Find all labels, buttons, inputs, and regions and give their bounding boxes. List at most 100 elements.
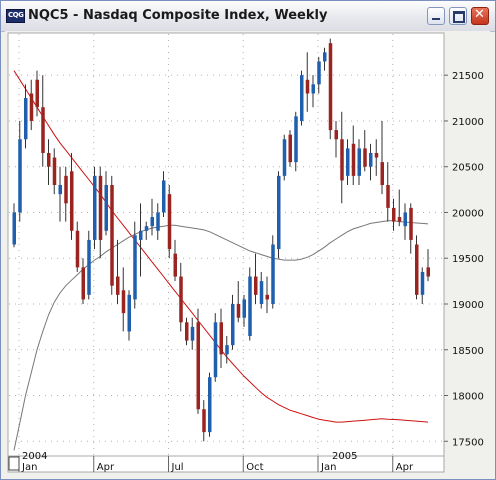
y-axis: 21500 21000 20500 20000 19500 19000 18500 18000… (444, 71, 484, 448)
candle-body (24, 98, 28, 140)
candle-body (386, 185, 390, 208)
candle-body (208, 377, 212, 433)
x-axis: Jan Apr Jul Oct Jan Apr 2004 2005 (18, 451, 414, 473)
x-tick-label: Oct (246, 462, 263, 473)
candle-body (415, 244, 419, 295)
y-tick-label: 17500 (452, 437, 484, 448)
candle-body (346, 148, 350, 176)
y-tick-label: 19500 (452, 254, 484, 265)
candle-body (271, 244, 275, 304)
candle-body (133, 235, 137, 300)
candle-body (225, 345, 229, 355)
x-tick-label: Jan (21, 462, 37, 473)
candle-body (374, 152, 379, 158)
candle-body (47, 152, 51, 167)
candle-body (317, 61, 321, 85)
x-axis-band (7, 455, 445, 473)
candle-body (311, 84, 315, 94)
candle-body (173, 253, 177, 277)
y-tick-label: 21000 (452, 117, 484, 128)
y-tick-label: 18500 (452, 346, 484, 357)
candle-body (334, 130, 338, 140)
candle-body (70, 171, 74, 231)
candle-body (409, 207, 413, 240)
scroll-handle[interactable] (8, 456, 20, 471)
minimize-icon (432, 18, 440, 20)
candle-body (328, 43, 333, 131)
candle-body (29, 93, 34, 121)
maximize-icon (453, 11, 465, 23)
candle-body (41, 107, 45, 153)
close-icon: ✕ (474, 7, 485, 22)
candle-body (127, 294, 131, 332)
candle-body (12, 212, 16, 245)
candle-body (254, 276, 258, 295)
chart-app-icon[interactable]: CQG (6, 9, 25, 23)
candle-body (202, 409, 206, 433)
candle-body (265, 294, 269, 300)
candle-body (35, 79, 39, 108)
candle-body (369, 152, 373, 167)
minimize-button[interactable] (427, 7, 445, 25)
candle-body (179, 276, 183, 323)
candle-body (351, 143, 356, 176)
candle-body (81, 267, 85, 300)
candle-body (64, 175, 68, 204)
candle-body (144, 226, 149, 231)
candle-body (340, 139, 344, 181)
candle-body (150, 217, 154, 227)
candle-body (426, 267, 430, 277)
x-tick-label: Apr (97, 462, 115, 473)
candles (12, 38, 430, 442)
y-tick-label: 20000 (452, 208, 484, 219)
plot-area (7, 32, 445, 457)
title-bar[interactable]: CQG NQC5 - Nasdaq Composite Index, Weekl… (1, 1, 495, 32)
candle-body (167, 194, 172, 250)
candle-body (323, 52, 327, 62)
candle-body (121, 290, 126, 314)
candle-body (190, 326, 195, 341)
candle-body (397, 217, 402, 222)
candle-body (305, 79, 310, 94)
candle-body (87, 239, 91, 295)
candle-body (259, 281, 264, 304)
candle-body (248, 276, 252, 337)
candle-body (242, 299, 246, 318)
x-tick-label: Jan (320, 462, 336, 473)
candle-body (363, 148, 367, 167)
x-year-label: 2004 (22, 451, 47, 462)
candle-body (93, 175, 97, 240)
candle-body (380, 162, 384, 186)
candle-body (196, 322, 200, 410)
candle-body (282, 139, 287, 176)
y-tick-label: 19000 (452, 300, 484, 311)
y-tick-label: 18000 (452, 392, 484, 403)
candle-body (300, 75, 304, 121)
candle-body (162, 180, 166, 213)
x-tick-label: Jul (171, 462, 184, 473)
candle-body (392, 207, 396, 222)
candle-body (236, 303, 241, 318)
window-title: NQC5 - Nasdaq Composite Index, Weekly (28, 8, 328, 23)
candle-body (420, 271, 425, 295)
x-tick-label: Apr (396, 462, 414, 473)
candle-body (104, 185, 108, 231)
x-year-label: 2005 (332, 451, 357, 462)
candle-body (139, 230, 143, 240)
candle-body (357, 148, 361, 176)
candle-body (98, 175, 103, 240)
close-button[interactable]: ✕ (471, 7, 489, 25)
candle-body (294, 116, 298, 163)
candle-body (185, 322, 189, 341)
maximize-button[interactable] (449, 7, 467, 25)
candle-body (58, 185, 62, 195)
candle-body (277, 175, 281, 250)
candle-body (403, 212, 407, 227)
candle-body (110, 185, 114, 286)
candle-body (219, 322, 223, 355)
candle-body (116, 276, 120, 295)
candle-body (52, 157, 57, 186)
y-tick-label: 20500 (452, 163, 484, 174)
candle-body (75, 230, 80, 268)
